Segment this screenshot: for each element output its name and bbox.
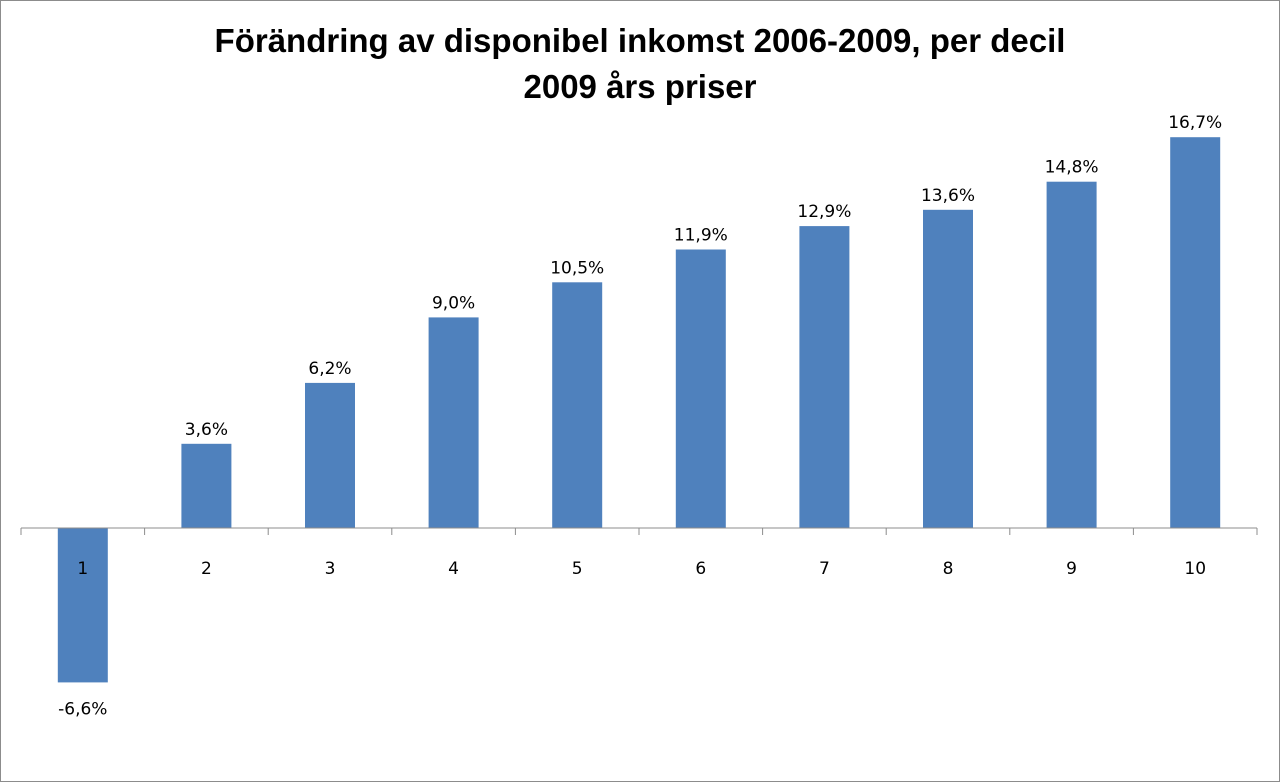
bar-decile-7: [799, 226, 850, 528]
chart-title-block: Förändring av disponibel inkomst 2006-20…: [0, 18, 1280, 110]
bar-decile-5: [552, 282, 603, 528]
x-tick-label-6: 6: [695, 559, 706, 579]
data-label-decile-4: 9,0%: [432, 293, 475, 313]
data-label-decile-10: 16,7%: [1168, 113, 1222, 133]
data-label-decile-5: 10,5%: [550, 258, 604, 278]
x-axis: [20, 527, 1258, 535]
x-tick-label-5: 5: [572, 559, 583, 579]
bar-decile-4: [428, 317, 479, 528]
x-tick-label-4: 4: [448, 559, 459, 579]
bar-decile-3: [305, 382, 355, 528]
x-tick-label-9: 9: [1066, 559, 1077, 579]
data-label-decile-7: 12,9%: [797, 202, 851, 222]
bar-decile-8: [923, 209, 973, 529]
data-label-decile-8: 13,6%: [921, 186, 975, 206]
tick-labels-group: 1 2 3 4 5 6 7 8 9 10: [77, 559, 1206, 579]
bars-group: [57, 137, 1221, 683]
x-tick-label-10: 10: [1184, 559, 1206, 579]
x-tick-label-8: 8: [943, 559, 954, 579]
data-label-decile-1: -6,6%: [58, 699, 107, 719]
x-tick-label-2: 2: [201, 559, 212, 579]
chart-title: Förändring av disponibel inkomst 2006-20…: [214, 22, 1066, 59]
x-tick-label-3: 3: [325, 559, 336, 579]
data-labels-group: -6,6% 3,6% 6,2% 9,0% 10,5% 11,9% 12,9% 13,6% 14,…: [58, 113, 1222, 719]
data-label-decile-3: 6,2%: [308, 359, 351, 379]
data-label-decile-9: 14,8%: [1045, 158, 1099, 178]
data-label-decile-2: 3,6%: [185, 420, 228, 440]
chart-subtitle: 2009 års priser: [523, 68, 757, 105]
bar-decile-9: [1046, 181, 1097, 528]
x-tick-label-7: 7: [819, 559, 830, 579]
x-tick-label-1: 1: [77, 559, 88, 579]
bar-decile-10: [1170, 137, 1221, 528]
bar-decile-1: [57, 528, 108, 683]
bar-decile-2: [181, 443, 232, 528]
data-label-decile-6: 11,9%: [674, 226, 728, 246]
bar-decile-6: [675, 249, 726, 528]
